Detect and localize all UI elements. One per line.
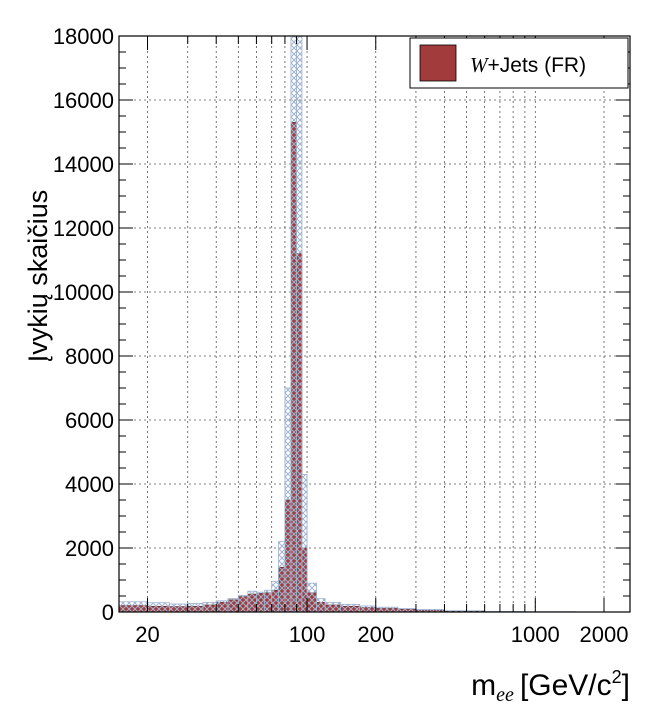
axis-ticks	[119, 35, 630, 613]
uncertainty-band	[375, 606, 399, 613]
x-tick-label: 20	[135, 622, 159, 647]
y-tick-label: 16000	[53, 88, 114, 113]
uncertainty-band	[278, 541, 286, 613]
uncertainty-band	[290, 35, 298, 613]
legend-box: W+Jets (FR)	[409, 37, 629, 89]
y-tick-label: 12000	[53, 216, 114, 241]
uncertainty-band	[169, 603, 189, 613]
uncertainty-band	[324, 602, 341, 613]
y-tick-label: 4000	[65, 472, 114, 497]
plot-frame	[118, 35, 631, 613]
y-tick-label: 6000	[65, 408, 114, 433]
x-axis-units-close: ]	[622, 669, 630, 702]
legend-label: +Jets (FR)	[488, 54, 587, 77]
uncertainty-band	[118, 601, 148, 613]
x-axis-units-sup: 2	[612, 667, 622, 687]
uncertainty-band	[306, 582, 317, 613]
x-tick-label: 2000	[580, 622, 629, 647]
grid-lines	[119, 36, 630, 612]
y-tick-label: 8000	[65, 344, 114, 369]
y-axis-title: Įvykių skaičius	[23, 190, 53, 363]
x-tick-label: 100	[289, 622, 326, 647]
y-tick-label: 18000	[53, 24, 114, 49]
uncertainty-band	[284, 387, 292, 613]
uncertainty-band	[340, 603, 361, 613]
uncertainty-band	[263, 589, 273, 613]
uncertainty-band	[215, 600, 229, 613]
y-tick-label: 14000	[53, 152, 114, 177]
uncertainty-band	[247, 590, 257, 613]
uncertainty-band	[187, 602, 204, 613]
y-tick-label: 2000	[65, 536, 114, 561]
x-axis-units: [GeV/c	[520, 669, 612, 702]
uncertainty-bands	[118, 35, 631, 613]
legend-italic: W	[470, 53, 490, 77]
uncertainty-band	[359, 605, 377, 613]
x-axis-subscript: ee	[496, 684, 514, 706]
x-tick-label: 1000	[511, 622, 560, 647]
uncertainty-band	[296, 35, 303, 613]
uncertainty-band	[227, 598, 239, 613]
y-tick-label: 0	[102, 600, 114, 625]
uncertainty-band	[237, 594, 249, 613]
uncertainty-band	[256, 591, 265, 613]
uncertainty-band	[271, 581, 279, 613]
x-axis-title: mee [GeV/c2]	[471, 667, 630, 706]
y-tick-label: 10000	[53, 280, 114, 305]
tick-labels: 0 2000 4000 6000 8000 10000 12000 14000 16000 180…	[53, 24, 629, 647]
uncertainty-band	[202, 602, 217, 613]
x-axis-symbol: m	[471, 669, 496, 702]
svg-text:W+Jets (FR): W+Jets (FR)	[470, 53, 586, 77]
x-tick-label: 200	[357, 622, 394, 647]
uncertainty-band	[301, 473, 308, 613]
uncertainty-band	[316, 598, 326, 613]
histogram-bars	[118, 122, 631, 613]
legend-swatch	[419, 44, 457, 82]
uncertainty-band	[147, 602, 171, 613]
